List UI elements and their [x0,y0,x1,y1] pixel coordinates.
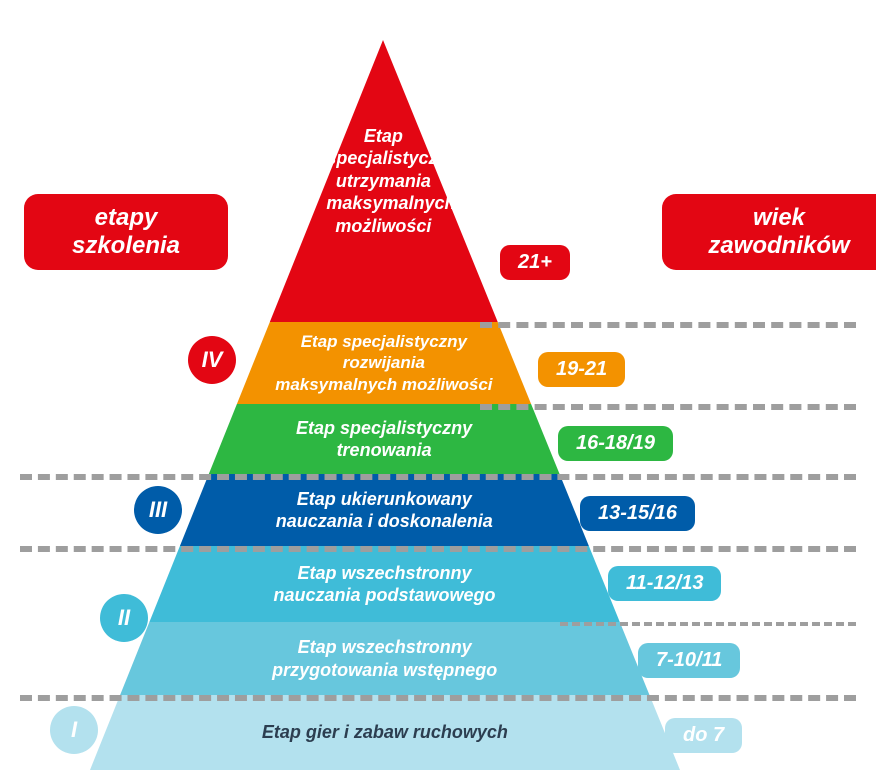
pyramid-tier-label-3: Etap ukierunkowanynauczania i doskonalen… [194,474,574,546]
separator-5 [20,695,856,701]
pyramid-tier-label-1: Etap specjalistycznyrozwijaniamaksymalny… [253,322,514,404]
header-left: etapyszkolenia [24,194,228,270]
age-badge-0: 21+ [500,245,570,280]
stage-marker-III: III [134,486,182,534]
separator-2 [20,474,856,480]
age-badge-1: 19-21 [538,352,625,387]
separator-3 [20,546,856,552]
age-badge-5: 7-10/11 [638,643,740,678]
stage-marker-IV: IV [188,336,236,384]
pyramid-tier-label-5: Etap wszechstronnyprzygotowania wstępneg… [135,622,635,695]
stage-marker-I: I [50,706,98,754]
pyramid-tier-label-6: Etap gier i zabaw ruchowych [105,695,665,770]
pyramid-tier-label-4: Etap wszechstronnynauczania podstawowego [165,546,605,622]
stage-marker-II: II [100,594,148,642]
header-right: wiekzawodników [662,194,876,270]
separator-0 [480,322,856,328]
pyramid-tier-label-0: Etapspecjalistycznyutrzymaniamaksymalnyc… [326,40,440,322]
separator-1 [480,404,856,410]
age-badge-2: 16-18/19 [558,426,673,461]
separator-4 [560,622,856,626]
age-badge-3: 13-15/16 [580,496,695,531]
age-badge-6: do 7 [665,718,742,753]
pyramid-tier-label-2: Etap specjalistycznytrenowania [223,404,545,474]
age-badge-4: 11-12/13 [608,566,721,601]
